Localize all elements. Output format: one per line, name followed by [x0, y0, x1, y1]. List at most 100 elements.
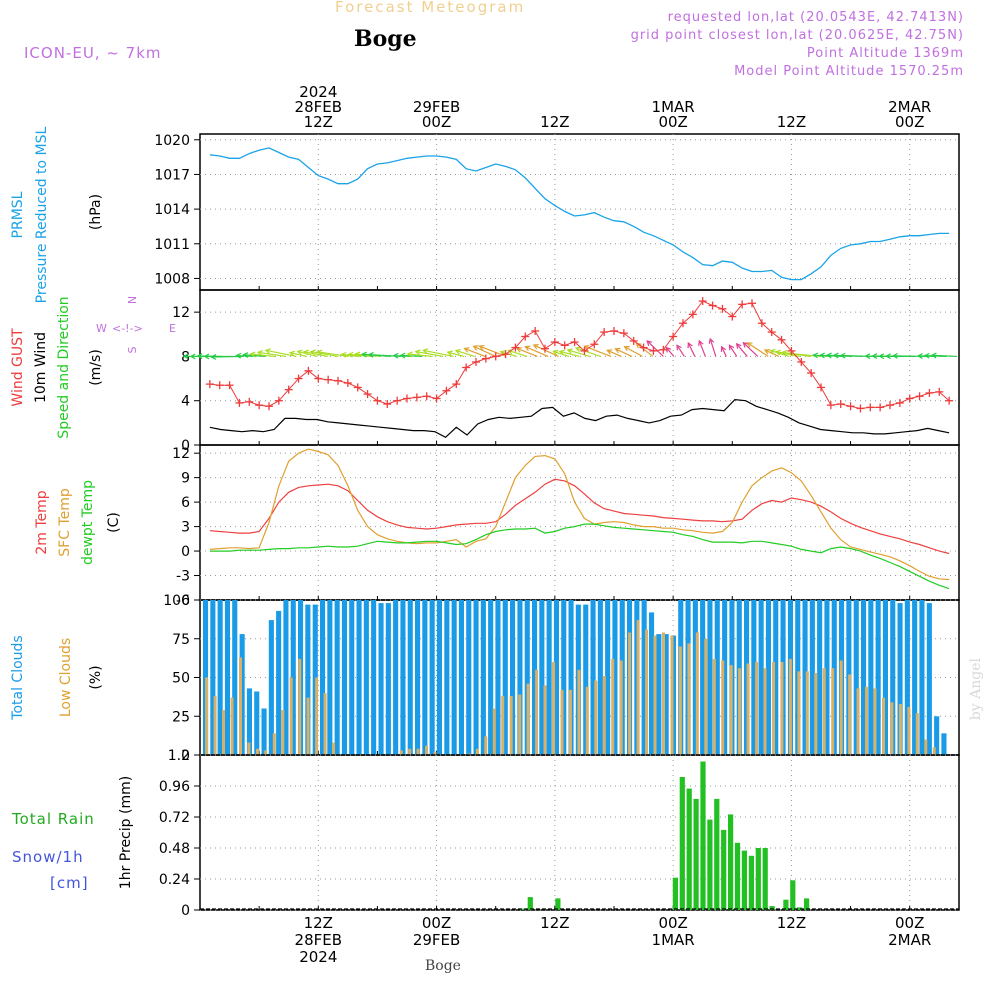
wind-arrow-head	[871, 353, 878, 360]
total-cloud-bar	[861, 600, 867, 755]
wind-arrow-head	[414, 349, 421, 356]
total-cloud-bar	[912, 600, 918, 755]
total-cloud-bar	[290, 600, 296, 755]
rain-bar	[741, 850, 747, 910]
precip-legend-label: [cm]	[50, 874, 89, 892]
top-time-label: 12Z	[304, 113, 333, 131]
bottom-time-label: 1MAR	[652, 931, 695, 949]
total-cloud-bar	[773, 600, 779, 755]
low-cloud-bar	[822, 668, 826, 755]
low-cloud-bar	[839, 660, 843, 755]
rain-bar	[721, 829, 727, 910]
bottom-time-label: 00Z	[895, 914, 924, 932]
wind-direction-arrow	[636, 342, 654, 357]
wind-arrow-head	[515, 347, 522, 353]
temp-2m-line	[209, 478, 950, 555]
low-cloud-bar	[298, 658, 302, 755]
precip-legend-label: Snow/1h	[12, 848, 84, 866]
total-cloud-bar	[444, 600, 450, 755]
total-cloud-bar	[802, 600, 808, 755]
wind-series-label: 10m Wind	[33, 332, 49, 403]
wind-arrow-head	[340, 351, 347, 358]
low-cloud-bar	[475, 748, 479, 755]
wind-arrow-head	[812, 352, 819, 359]
low-cloud-bar	[788, 658, 792, 755]
wind-direction-arrow	[464, 347, 486, 357]
clouds-y-axis-label: (%)	[88, 665, 104, 689]
wind-y-tick-label: 12	[172, 305, 190, 321]
rain-bar	[762, 848, 768, 910]
wind-direction-arrow	[687, 342, 696, 357]
wind-direction-arrow	[559, 350, 580, 358]
low-cloud-bar	[526, 683, 530, 755]
compass-south-label: S	[126, 346, 139, 353]
wind-arrow-head	[708, 337, 715, 344]
wind-direction-arrow	[525, 346, 549, 357]
total-cloud-bar	[305, 604, 311, 755]
wind-arrow-head	[189, 353, 196, 360]
low-cloud-bar	[890, 702, 894, 755]
low-cloud-bar	[594, 680, 598, 755]
wind-arrow-head	[832, 352, 839, 359]
low-cloud-bar	[289, 677, 293, 755]
rain-bar	[672, 877, 678, 910]
wind-arrow-head	[574, 346, 582, 353]
wind-arrow-head	[478, 344, 485, 351]
rain-bar	[520, 908, 526, 910]
wind-arrow-head	[421, 348, 429, 355]
wind-arrow-head	[728, 344, 735, 351]
rain-bar	[700, 761, 706, 910]
total-cloud-bar	[539, 600, 545, 755]
precip-y-tick-label: 0.72	[159, 810, 190, 826]
total-cloud-bar	[817, 600, 823, 755]
wind-direction-arrow	[415, 350, 444, 358]
wind-arrow-head	[923, 352, 930, 359]
total-cloud-bar	[809, 600, 815, 755]
total-cloud-bar	[824, 600, 830, 755]
total-cloud-bar	[605, 600, 611, 755]
wind-arrow-head	[558, 349, 565, 356]
precip-y-tick-label: 1.2	[168, 748, 190, 764]
total-cloud-bar	[875, 600, 881, 755]
precip-y-tick-label: 0.48	[159, 841, 190, 857]
wind-direction-arrow	[265, 349, 297, 358]
low-cloud-bar	[518, 694, 522, 755]
wind-arrow-head	[302, 349, 310, 356]
wind-direction-arrow	[533, 344, 559, 357]
top-time-label: 1MAR	[652, 98, 695, 116]
precip-y-axis-label: 1hr Precip (mm)	[118, 776, 134, 889]
compass-arrows: <-!->	[112, 322, 143, 335]
wind-arrow-head	[781, 350, 788, 356]
rain-bar	[714, 798, 720, 910]
wind-direction-arrow	[575, 347, 601, 357]
low-cloud-bar	[315, 677, 319, 755]
wind-direction-arrow	[250, 353, 276, 358]
top-time-label: 00Z	[658, 113, 687, 131]
total-cloud-bar	[363, 600, 369, 755]
total-cloud-bar	[765, 600, 771, 755]
temperature-y-tick-label: -6	[176, 593, 190, 609]
rain-bar	[769, 906, 775, 910]
total-cloud-bar	[692, 600, 698, 755]
total-cloud-bar	[466, 600, 472, 755]
wind-direction-arrow	[646, 340, 664, 357]
clouds-y-tick-label: 50	[172, 671, 190, 687]
wind-arrow-head	[454, 348, 461, 355]
top-time-label: 2MAR	[888, 98, 931, 116]
low-cloud-bar	[543, 685, 547, 756]
low-cloud-bar	[323, 693, 327, 755]
total-cloud-bar	[436, 600, 442, 755]
low-cloud-bar	[619, 660, 623, 755]
requested-coords: requested lon,lat (20.0543E, 42.7413N)	[667, 10, 964, 25]
wind-arrow-head	[916, 353, 923, 359]
low-cloud-bar	[628, 632, 632, 755]
total-cloud-bar	[597, 600, 603, 755]
wind-arrow-head	[235, 352, 242, 359]
low-cloud-bar	[281, 710, 285, 755]
wind-arrow-head	[256, 350, 263, 356]
total-cloud-bar	[246, 688, 252, 755]
pressure-series-label: Pressure Reduced to MSL	[34, 126, 50, 303]
low-cloud-bar	[484, 736, 488, 755]
wind-arrow-head	[552, 349, 559, 356]
pressure-y-tick-label: 1011	[154, 237, 190, 253]
